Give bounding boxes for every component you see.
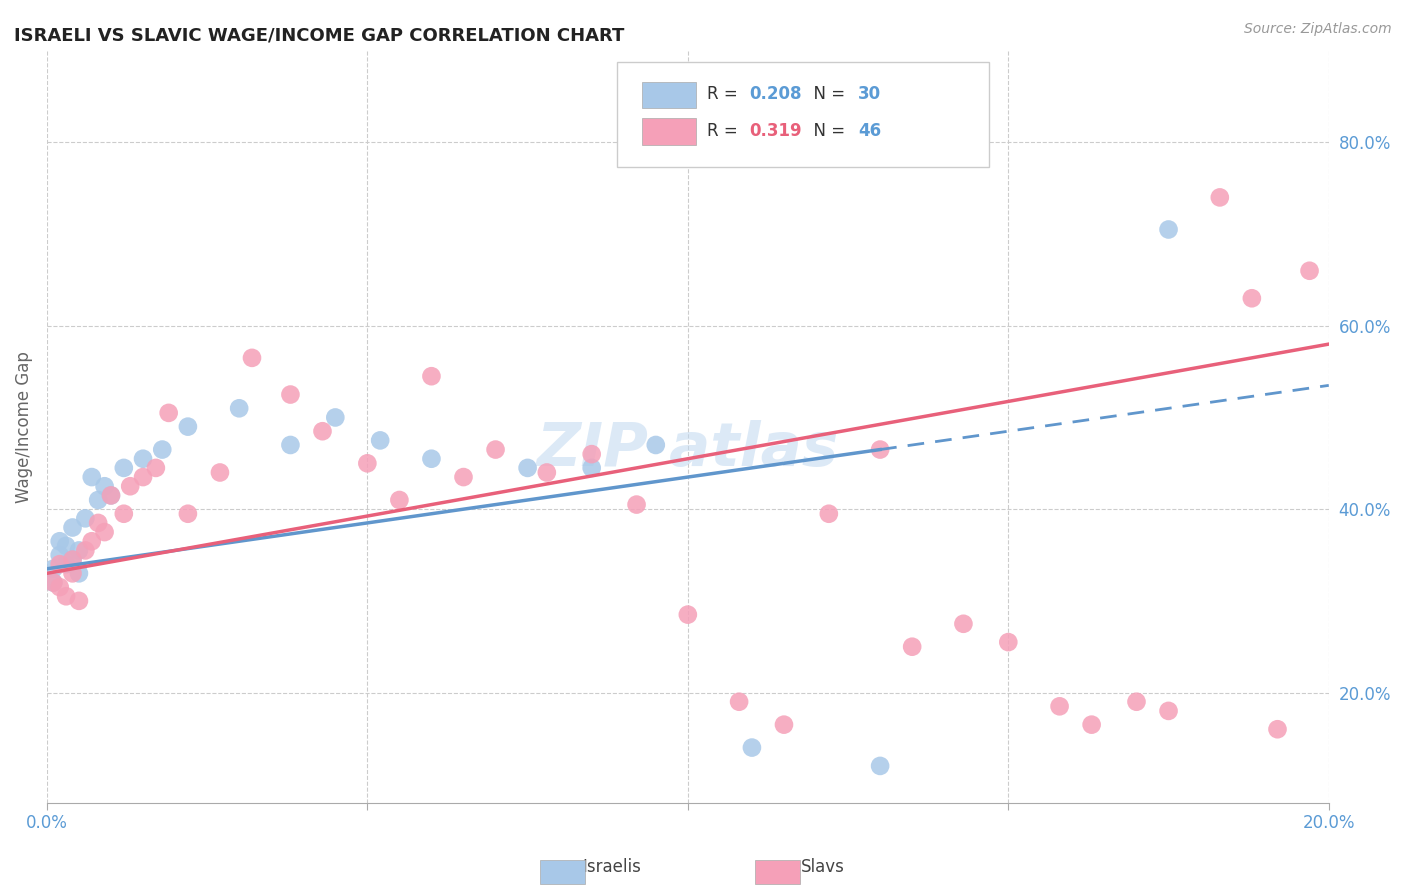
Point — [818, 507, 841, 521]
Point — [280, 387, 302, 401]
Point — [356, 456, 378, 470]
Point — [420, 369, 443, 384]
Point — [177, 507, 200, 521]
Point — [773, 717, 796, 731]
Point — [728, 695, 751, 709]
Point — [997, 635, 1019, 649]
Point — [311, 424, 333, 438]
Point — [80, 470, 103, 484]
Point — [62, 520, 84, 534]
Point — [869, 442, 891, 457]
Point — [42, 562, 65, 576]
Point — [55, 557, 77, 571]
Point — [112, 507, 135, 521]
Text: 30: 30 — [858, 86, 882, 103]
Text: N =: N = — [803, 86, 851, 103]
Point — [55, 589, 77, 603]
Point — [581, 447, 603, 461]
Point — [626, 498, 648, 512]
Point — [145, 461, 167, 475]
Text: ISRAELI VS SLAVIC WAGE/INCOME GAP CORRELATION CHART: ISRAELI VS SLAVIC WAGE/INCOME GAP CORREL… — [14, 27, 624, 45]
Point — [484, 442, 506, 457]
FancyBboxPatch shape — [641, 81, 696, 108]
Point — [87, 493, 110, 508]
Point — [87, 516, 110, 530]
Point — [1125, 695, 1147, 709]
Point — [132, 470, 155, 484]
Point — [67, 594, 90, 608]
Point — [208, 466, 231, 480]
Point — [67, 543, 90, 558]
Point — [150, 442, 173, 457]
Point — [280, 438, 302, 452]
Text: ZIP atlas: ZIP atlas — [537, 420, 839, 479]
Point — [1298, 264, 1320, 278]
Point — [48, 580, 70, 594]
Point — [869, 759, 891, 773]
Point — [93, 479, 115, 493]
Point — [536, 466, 558, 480]
Point — [323, 410, 346, 425]
Point — [1267, 723, 1289, 737]
Point — [55, 539, 77, 553]
Point — [100, 488, 122, 502]
Point — [100, 488, 122, 502]
Point — [952, 616, 974, 631]
Text: 0.319: 0.319 — [749, 122, 801, 140]
Point — [80, 534, 103, 549]
Point — [62, 552, 84, 566]
Point — [676, 607, 699, 622]
Point — [453, 470, 475, 484]
Point — [177, 419, 200, 434]
Point — [228, 401, 250, 416]
Point — [388, 493, 411, 508]
Text: 0.208: 0.208 — [749, 86, 801, 103]
Point — [132, 451, 155, 466]
Point — [1209, 190, 1232, 204]
Point — [48, 548, 70, 562]
Text: N =: N = — [803, 122, 851, 140]
Point — [1157, 222, 1180, 236]
Point — [67, 566, 90, 581]
Point — [48, 557, 70, 571]
Text: Source: ZipAtlas.com: Source: ZipAtlas.com — [1244, 22, 1392, 37]
FancyBboxPatch shape — [641, 119, 696, 145]
Text: R =: R = — [707, 122, 748, 140]
Point — [420, 451, 443, 466]
Point — [42, 575, 65, 590]
Text: R =: R = — [707, 86, 742, 103]
Point — [42, 575, 65, 590]
Point — [1157, 704, 1180, 718]
Point — [581, 461, 603, 475]
Point — [240, 351, 263, 365]
Point — [120, 479, 142, 493]
FancyBboxPatch shape — [617, 62, 988, 167]
Point — [516, 461, 538, 475]
Point — [157, 406, 180, 420]
Point — [1240, 291, 1263, 305]
Point — [741, 740, 763, 755]
Point — [644, 438, 666, 452]
Point — [112, 461, 135, 475]
Point — [901, 640, 924, 654]
Point — [48, 534, 70, 549]
Point — [1049, 699, 1071, 714]
Point — [1080, 717, 1102, 731]
Text: Israelis: Israelis — [582, 858, 641, 876]
Text: Slavs: Slavs — [800, 858, 845, 876]
Point — [75, 543, 97, 558]
Point — [93, 525, 115, 540]
Point — [62, 566, 84, 581]
Point — [75, 511, 97, 525]
Point — [62, 552, 84, 566]
Point — [368, 434, 391, 448]
Text: 46: 46 — [858, 122, 882, 140]
Y-axis label: Wage/Income Gap: Wage/Income Gap — [15, 351, 32, 502]
